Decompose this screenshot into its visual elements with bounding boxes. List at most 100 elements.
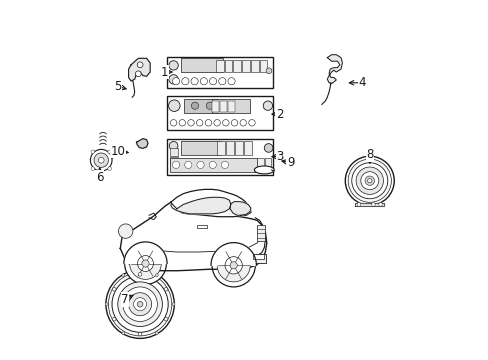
Circle shape [187, 120, 194, 126]
Circle shape [224, 257, 242, 274]
Circle shape [230, 262, 237, 269]
Circle shape [191, 102, 198, 109]
Circle shape [172, 161, 179, 168]
Circle shape [265, 68, 271, 74]
Bar [216, 60, 223, 72]
Circle shape [172, 78, 179, 85]
Text: 4: 4 [358, 76, 366, 89]
Circle shape [164, 287, 167, 291]
Circle shape [347, 159, 390, 202]
Ellipse shape [254, 166, 274, 174]
Circle shape [133, 298, 146, 311]
Polygon shape [230, 202, 250, 215]
Circle shape [106, 270, 174, 338]
Circle shape [263, 101, 272, 111]
Text: 10: 10 [110, 145, 125, 158]
Circle shape [155, 332, 158, 335]
Circle shape [179, 120, 185, 126]
Circle shape [138, 332, 142, 336]
Circle shape [138, 273, 142, 276]
Circle shape [356, 203, 360, 206]
Circle shape [135, 71, 141, 77]
Text: 9: 9 [286, 156, 294, 169]
Circle shape [107, 150, 111, 154]
Bar [184, 99, 218, 113]
Bar [167, 139, 273, 175]
Circle shape [212, 244, 255, 287]
Circle shape [206, 102, 213, 109]
Bar [259, 60, 266, 72]
Circle shape [351, 163, 387, 199]
Circle shape [170, 120, 177, 126]
Polygon shape [211, 243, 256, 265]
Polygon shape [170, 189, 250, 217]
Text: 5: 5 [114, 80, 121, 93]
Circle shape [108, 273, 171, 336]
Circle shape [105, 303, 108, 306]
Circle shape [137, 301, 142, 307]
Bar [257, 225, 264, 241]
Polygon shape [120, 197, 266, 271]
Circle shape [378, 203, 382, 206]
Circle shape [371, 203, 374, 206]
Bar [181, 58, 223, 72]
Polygon shape [136, 139, 148, 148]
Circle shape [112, 318, 116, 321]
Circle shape [231, 120, 237, 126]
Circle shape [205, 120, 211, 126]
Bar [219, 101, 226, 112]
Bar [257, 158, 263, 172]
Bar [167, 57, 273, 88]
Circle shape [91, 167, 94, 170]
Circle shape [168, 100, 180, 112]
Circle shape [209, 161, 216, 168]
Circle shape [137, 62, 142, 68]
Polygon shape [326, 55, 342, 84]
Circle shape [221, 161, 228, 168]
Circle shape [112, 276, 168, 332]
Circle shape [197, 161, 203, 168]
Circle shape [169, 141, 178, 150]
Circle shape [94, 153, 108, 167]
Text: 2: 2 [275, 108, 283, 121]
Polygon shape [128, 58, 150, 81]
Bar [167, 96, 273, 130]
Circle shape [184, 161, 191, 168]
Bar [211, 99, 249, 113]
Circle shape [91, 150, 94, 154]
Circle shape [200, 78, 207, 85]
Circle shape [345, 156, 393, 205]
Bar [224, 60, 232, 72]
Circle shape [122, 287, 157, 321]
Bar [244, 141, 252, 155]
Bar [233, 60, 241, 72]
Circle shape [129, 248, 161, 279]
Circle shape [168, 61, 178, 70]
Text: 6: 6 [96, 171, 103, 184]
Bar [217, 141, 224, 155]
Circle shape [128, 293, 151, 316]
Circle shape [248, 120, 255, 126]
Circle shape [122, 274, 124, 276]
Circle shape [213, 120, 220, 126]
Circle shape [264, 144, 272, 152]
Bar [211, 101, 218, 112]
Circle shape [118, 282, 162, 327]
Text: 8: 8 [366, 148, 373, 161]
Circle shape [360, 172, 378, 190]
Text: 1: 1 [161, 66, 168, 78]
Bar [197, 225, 206, 228]
Bar [181, 141, 221, 155]
Circle shape [122, 332, 124, 335]
Circle shape [191, 78, 198, 85]
Circle shape [227, 78, 235, 85]
Circle shape [142, 260, 149, 267]
Circle shape [209, 78, 216, 85]
Circle shape [222, 120, 228, 126]
Polygon shape [170, 197, 230, 214]
Polygon shape [355, 203, 384, 206]
Polygon shape [123, 242, 167, 264]
Circle shape [367, 179, 371, 183]
Circle shape [355, 167, 383, 194]
Bar [170, 158, 257, 172]
